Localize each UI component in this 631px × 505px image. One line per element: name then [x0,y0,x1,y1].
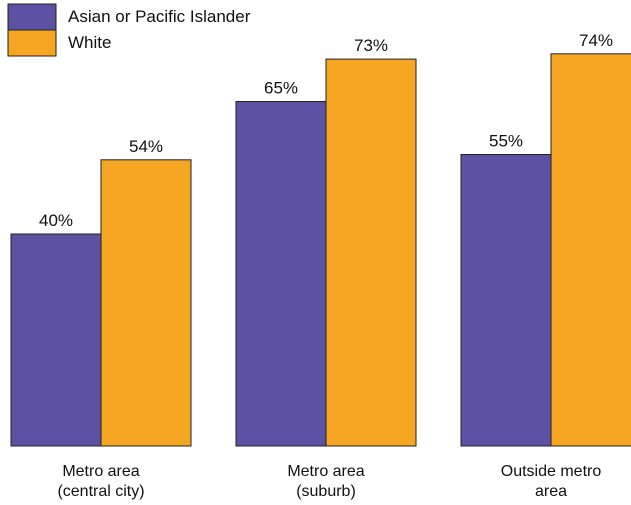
legend: Asian or Pacific Islander White [7,3,251,57]
legend-swatch-1 [7,29,57,57]
value-label-1-0: 54% [129,137,163,156]
legend-label-1: White [68,33,111,52]
value-label-1-1: 73% [354,36,388,55]
value-label-0-0: 40% [39,211,73,230]
bar-1-2 [550,53,631,447]
category-label-0: Metro area (central city) [57,463,144,500]
value-label-0-2: 55% [489,132,523,151]
bar-1-1 [325,58,417,447]
category-label-1: Metro area (suburb) [287,463,364,500]
legend-swatch-0 [7,3,57,31]
bar-0-2 [460,154,552,447]
value-labels: 40% 65% 55% 54% 73% 74% [39,31,613,230]
bars [10,53,631,447]
category-labels: Metro area (central city) Metro area (subur… [57,463,601,500]
value-label-1-2: 74% [579,31,613,50]
value-label-0-1: 65% [264,79,298,98]
bar-1-0 [100,159,192,447]
legend-label-0: Asian or Pacific Islander [68,7,251,26]
bar-0-1 [235,101,327,447]
bar-0-0 [10,233,102,447]
category-label-2: Outside metro area [501,463,602,500]
